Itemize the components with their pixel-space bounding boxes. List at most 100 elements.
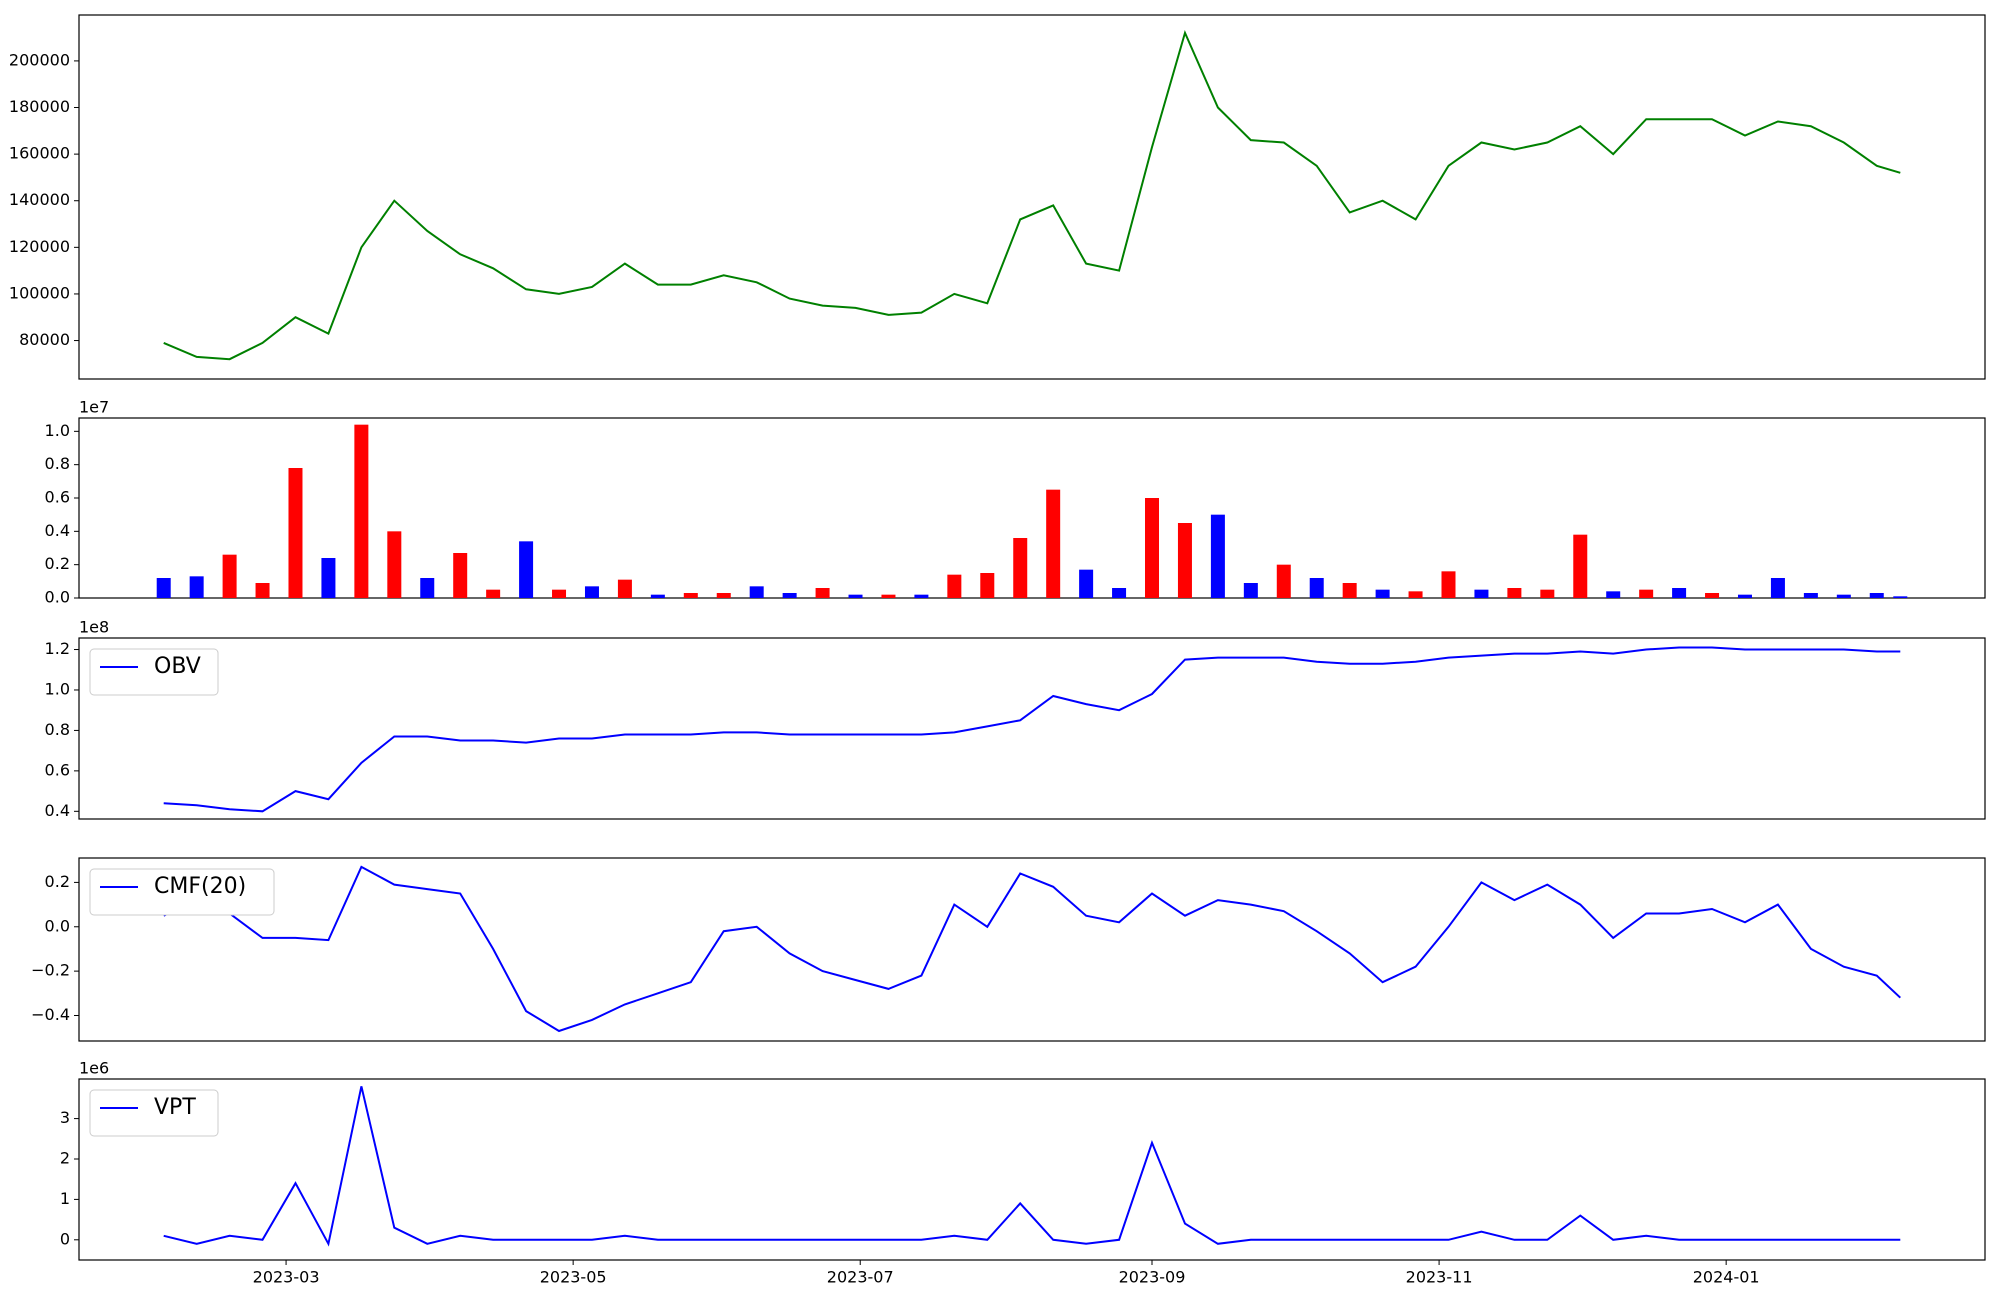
y-tick-label: 0.4 bbox=[45, 801, 70, 820]
bar bbox=[1210, 514, 1225, 598]
plot-frame bbox=[78, 857, 1986, 1042]
bar bbox=[584, 586, 599, 598]
y-tick-label: 0 bbox=[60, 1229, 70, 1248]
plot-frame bbox=[78, 417, 1986, 599]
bar bbox=[1177, 523, 1192, 598]
legend: VPT bbox=[89, 1089, 219, 1137]
legend-frame bbox=[89, 1089, 219, 1137]
y-tick-label: 2 bbox=[60, 1148, 70, 1167]
y-tick-label: 80000 bbox=[19, 330, 70, 349]
y-tick-label: 0.2 bbox=[45, 872, 70, 891]
axis-offset: 1e7 bbox=[79, 398, 109, 417]
bar bbox=[1803, 593, 1818, 598]
bar bbox=[1046, 489, 1061, 598]
bar bbox=[1013, 538, 1028, 598]
x-tick-label: 2023-11 bbox=[1406, 1268, 1473, 1287]
y-tick-label: 0.6 bbox=[45, 488, 70, 507]
line-series bbox=[163, 865, 1901, 1033]
bar bbox=[1474, 589, 1489, 598]
bar bbox=[1276, 564, 1291, 598]
bar bbox=[1507, 588, 1522, 598]
y-tick-label: 0.8 bbox=[45, 454, 70, 473]
bar bbox=[947, 574, 962, 598]
bar bbox=[1770, 578, 1785, 598]
bar bbox=[848, 594, 863, 598]
bar bbox=[354, 424, 369, 598]
bar bbox=[1639, 589, 1654, 598]
y-tick-label: −0.2 bbox=[31, 961, 70, 980]
subplot: 80000 100000 120000 140000 160000 180000 20000… bbox=[9, 14, 1986, 380]
bar bbox=[1079, 569, 1094, 598]
legend-label: VPT bbox=[154, 1095, 196, 1120]
bar bbox=[321, 558, 336, 598]
y-tick-label: 0.2 bbox=[45, 554, 70, 573]
bar bbox=[650, 594, 665, 598]
bar bbox=[420, 578, 435, 598]
x-tick-label: 2023-05 bbox=[540, 1268, 607, 1287]
bar bbox=[156, 578, 171, 598]
bar bbox=[749, 586, 764, 598]
bar bbox=[189, 576, 204, 598]
y-tick-label: 1.2 bbox=[45, 639, 70, 658]
bar bbox=[1342, 583, 1357, 598]
bar bbox=[453, 553, 468, 598]
legend-label: CMF(20) bbox=[154, 874, 246, 899]
y-tick-label: 100000 bbox=[9, 283, 70, 302]
bar bbox=[1540, 589, 1555, 598]
x-tick-label: 2023-03 bbox=[253, 1268, 320, 1287]
bar bbox=[1869, 593, 1884, 598]
bar bbox=[387, 531, 402, 598]
y-tick-label: 160000 bbox=[9, 144, 70, 163]
y-tick-label: 3 bbox=[60, 1108, 70, 1127]
legend: OBV bbox=[89, 648, 219, 696]
legend: CMF(20) bbox=[89, 868, 275, 916]
bar bbox=[255, 583, 270, 598]
bar bbox=[1243, 583, 1258, 598]
line-series bbox=[163, 646, 1901, 813]
axis-offset: 1e6 bbox=[79, 1059, 109, 1078]
y-tick-label: 120000 bbox=[9, 237, 70, 256]
bar bbox=[1893, 596, 1908, 598]
y-tick-label: 1.0 bbox=[45, 421, 70, 440]
bar bbox=[1737, 594, 1752, 598]
y-tick-label: 200000 bbox=[9, 50, 70, 69]
y-tick-label: 1 bbox=[60, 1189, 70, 1208]
y-tick-label: 0.8 bbox=[45, 720, 70, 739]
bar bbox=[1606, 591, 1621, 598]
bar bbox=[683, 593, 698, 598]
bar bbox=[1309, 578, 1324, 598]
y-tick-label: 1.0 bbox=[45, 679, 70, 698]
bar bbox=[617, 579, 632, 598]
bar bbox=[1573, 534, 1588, 598]
legend-label: OBV bbox=[154, 654, 201, 679]
subplot: 0.0 0.2 0.4 0.6 0.8 1.0 1e7 bbox=[45, 398, 1986, 607]
bar bbox=[1836, 594, 1851, 598]
bar bbox=[815, 588, 830, 598]
bar bbox=[288, 468, 303, 598]
bar bbox=[1408, 591, 1423, 598]
bar bbox=[1441, 571, 1456, 598]
y-tick-label: 0.0 bbox=[45, 916, 70, 935]
bar bbox=[1145, 498, 1160, 598]
y-tick-label: 180000 bbox=[9, 97, 70, 116]
bar bbox=[1705, 593, 1720, 598]
bar bbox=[914, 594, 929, 598]
line-series bbox=[163, 1086, 1901, 1247]
axis-offset: 1e8 bbox=[79, 618, 109, 637]
y-tick-label: −0.4 bbox=[31, 1005, 70, 1024]
x-tick-label: 2023-07 bbox=[827, 1268, 894, 1287]
bar bbox=[519, 541, 534, 598]
bar bbox=[1375, 589, 1390, 598]
x-tick-label: 2023-09 bbox=[1119, 1268, 1186, 1287]
y-tick-label: 140000 bbox=[9, 190, 70, 209]
bar bbox=[222, 554, 237, 598]
plot-frame bbox=[78, 637, 1986, 820]
bar bbox=[1672, 588, 1687, 598]
subplot: 0 1 2 3 1e6 2023-03 2023-05 2023-07 2023-09 2023-… bbox=[60, 1059, 1986, 1287]
legend-frame bbox=[89, 648, 219, 696]
line-series bbox=[163, 29, 1901, 361]
plot-frame bbox=[78, 14, 1986, 380]
subplot: −0.4 −0.2 0.0 0.2 CMF(20) bbox=[31, 857, 1986, 1042]
x-tick-label: 2024-01 bbox=[1693, 1268, 1760, 1287]
